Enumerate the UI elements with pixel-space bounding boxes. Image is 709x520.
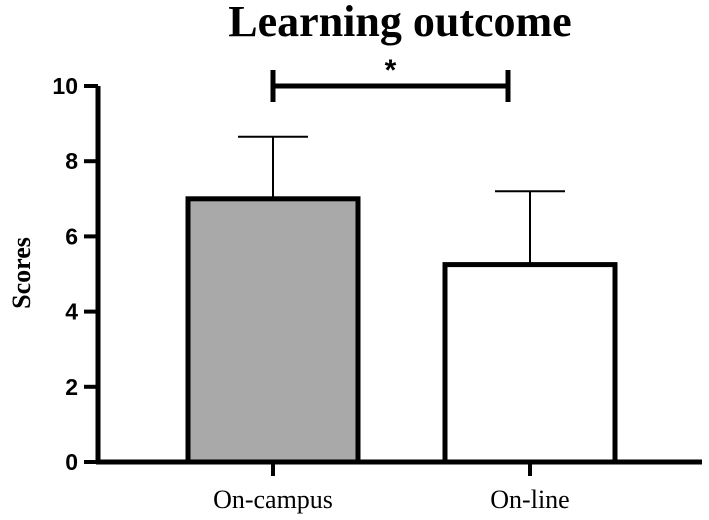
bars-layer [185, 196, 618, 465]
y-axis-label: Scores [7, 237, 36, 309]
significance-marker: * [385, 54, 397, 87]
y-tick-label-0: 0 [65, 449, 78, 475]
bar-on-campus [185, 196, 361, 465]
x-tick-label-on-campus: On-campus [213, 485, 333, 514]
y-tick-label-8: 8 [65, 148, 78, 174]
y-tick-label-10: 10 [52, 73, 78, 99]
bar-on-line [442, 262, 618, 465]
chart-title: Learning outcome [228, 0, 571, 46]
x-tick-label-on-line: On-line [490, 485, 569, 514]
y-tick-label-2: 2 [65, 374, 78, 400]
significance-annotation: * [270, 54, 511, 102]
y-tick-label-6: 6 [65, 223, 78, 249]
y-tick-label-4: 4 [65, 299, 78, 325]
axes-layer: 0 2 4 6 8 10 On-campus On-line [52, 73, 702, 514]
error-bars-layer [238, 135, 565, 265]
